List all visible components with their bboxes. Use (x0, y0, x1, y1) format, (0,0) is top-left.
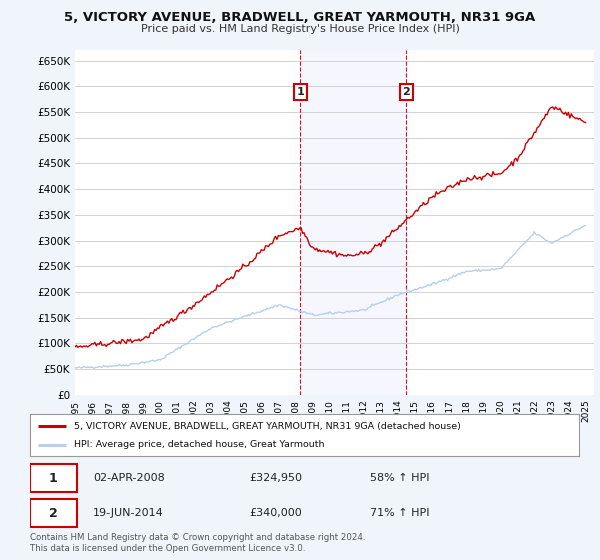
Text: 2: 2 (49, 507, 58, 520)
FancyBboxPatch shape (30, 499, 77, 527)
FancyBboxPatch shape (30, 464, 77, 492)
Bar (301, 50, 406, 395)
Text: 19-JUN-2014: 19-JUN-2014 (93, 508, 164, 518)
Text: Price paid vs. HM Land Registry's House Price Index (HPI): Price paid vs. HM Land Registry's House … (140, 24, 460, 34)
Text: 02-APR-2008: 02-APR-2008 (93, 473, 165, 483)
Text: 71% ↑ HPI: 71% ↑ HPI (370, 508, 430, 518)
Text: 2: 2 (403, 87, 410, 97)
Text: 1: 1 (49, 472, 58, 484)
Text: 58% ↑ HPI: 58% ↑ HPI (370, 473, 430, 483)
Text: 5, VICTORY AVENUE, BRADWELL, GREAT YARMOUTH, NR31 9GA: 5, VICTORY AVENUE, BRADWELL, GREAT YARMO… (64, 11, 536, 24)
Text: 1: 1 (296, 87, 304, 97)
Text: £340,000: £340,000 (250, 508, 302, 518)
Text: 5, VICTORY AVENUE, BRADWELL, GREAT YARMOUTH, NR31 9GA (detached house): 5, VICTORY AVENUE, BRADWELL, GREAT YARMO… (74, 422, 461, 431)
Text: HPI: Average price, detached house, Great Yarmouth: HPI: Average price, detached house, Grea… (74, 440, 325, 449)
Text: Contains HM Land Registry data © Crown copyright and database right 2024.
This d: Contains HM Land Registry data © Crown c… (30, 533, 365, 553)
Text: £324,950: £324,950 (250, 473, 302, 483)
